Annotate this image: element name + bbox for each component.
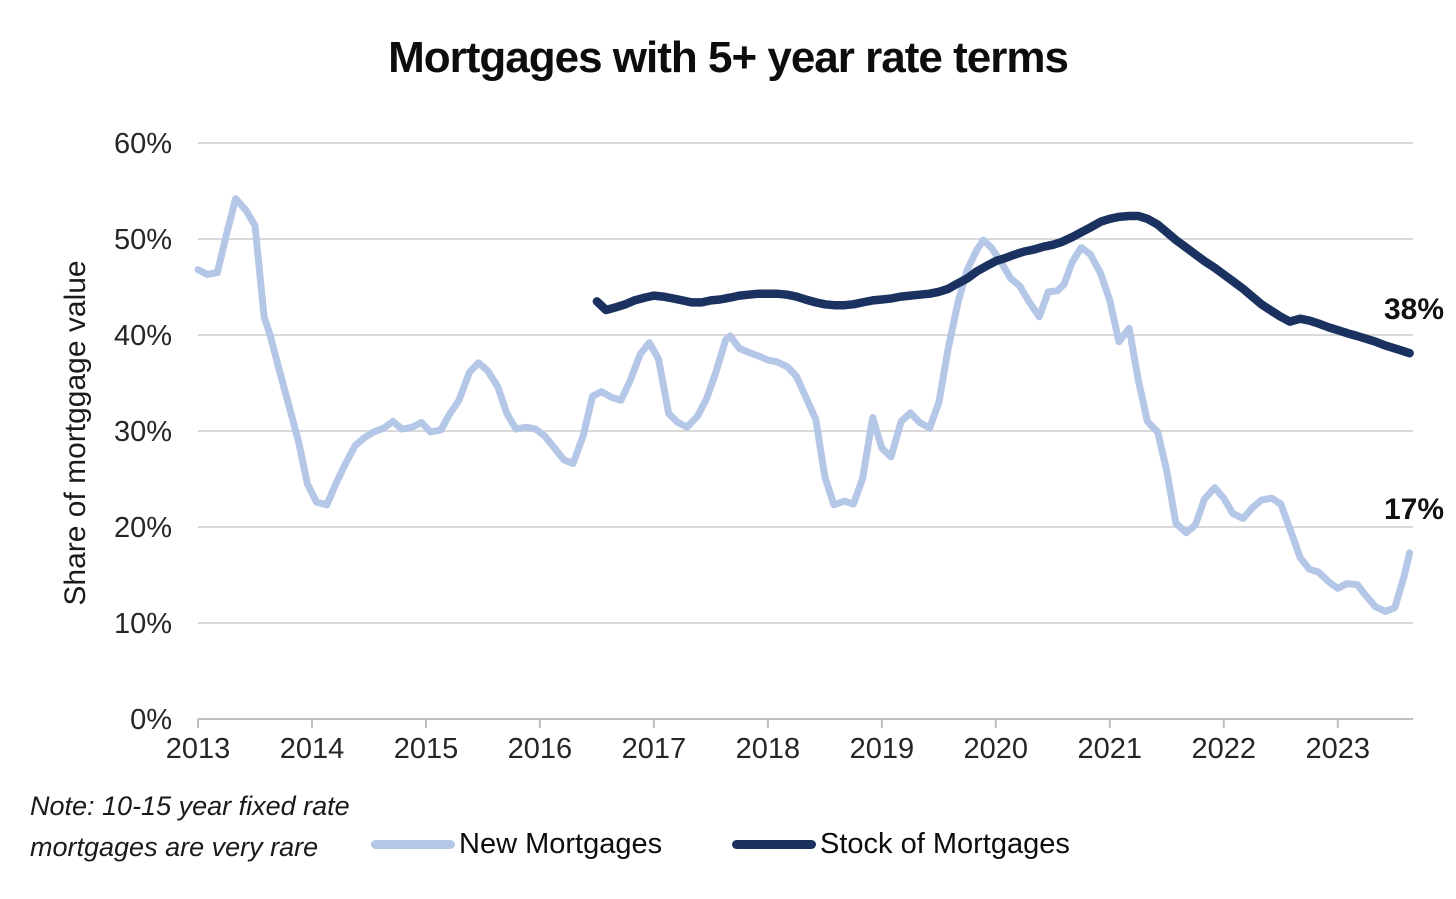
x-tick-label-2016: 2016 xyxy=(508,733,573,765)
x-tick-label-2019: 2019 xyxy=(850,733,915,765)
footnote: Note: 10-15 year fixed rate mortgages ar… xyxy=(30,786,350,868)
y-tick-label-60%: 60% xyxy=(114,128,172,160)
legend-item-new-mortgages: New Mortgages xyxy=(371,828,662,860)
x-tick-label-2020: 2020 xyxy=(964,733,1029,765)
x-tick-label-2023: 2023 xyxy=(1306,733,1371,765)
y-tick-label-0%: 0% xyxy=(130,704,172,736)
y-tick-label-20%: 20% xyxy=(114,512,172,544)
x-tick-label-2017: 2017 xyxy=(622,733,687,765)
y-tick-label-10%: 10% xyxy=(114,608,172,640)
y-tick-label-40%: 40% xyxy=(114,320,172,352)
footnote-line-2: mortgages are very rare xyxy=(30,832,319,862)
legend-label-new-mortgages: New Mortgages xyxy=(459,827,663,860)
x-tick-label-2022: 2022 xyxy=(1192,733,1257,765)
legend-item-stock-of-mortgages: Stock of Mortgages xyxy=(732,828,1070,860)
series-line-new-mortgages xyxy=(194,195,1414,615)
y-tick-label-50%: 50% xyxy=(114,224,172,256)
x-tick-label-2015: 2015 xyxy=(394,733,459,765)
data-label-stock-of-mortgages: 38% xyxy=(1384,293,1444,326)
x-tick-label-2013: 2013 xyxy=(166,733,231,765)
legend-label-stock-of-mortgages: Stock of Mortgages xyxy=(820,827,1070,860)
stock-of-mortgages-swatch xyxy=(732,839,816,849)
y-tick-label-30%: 30% xyxy=(114,416,172,448)
x-tick-label-2014: 2014 xyxy=(280,733,345,765)
data-label-new-mortgages: 17% xyxy=(1384,493,1444,526)
new-mortgages-swatch xyxy=(371,839,455,849)
x-tick-label-2021: 2021 xyxy=(1078,733,1143,765)
footnote-line-1: Note: 10-15 year fixed rate xyxy=(30,791,350,821)
chart-title: Mortgages with 5+ year rate terms xyxy=(388,33,1069,82)
x-tick-label-2018: 2018 xyxy=(736,733,801,765)
series-line-stock-of-mortgages xyxy=(592,211,1414,358)
